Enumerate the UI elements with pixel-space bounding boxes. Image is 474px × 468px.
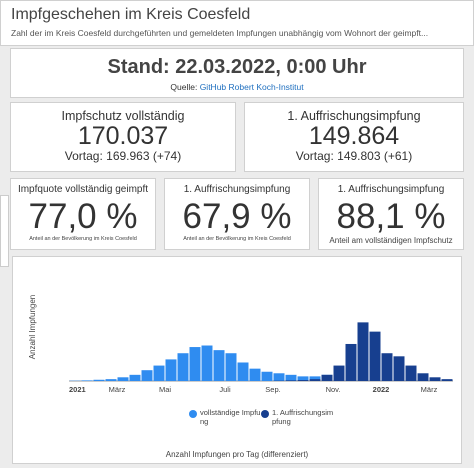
chart-box: Anzahl Impfungen 2021 März Mai Juli Sep. Nov. 2… <box>12 256 462 464</box>
bar <box>309 379 321 381</box>
bar <box>309 376 321 381</box>
source-link[interactable]: GitHub Robert Koch-Institut <box>199 82 304 92</box>
bar <box>393 356 405 381</box>
bar <box>333 365 345 381</box>
quota-label: Impfquote vollständig geimpft <box>17 184 149 195</box>
quota-value: 67,9 % <box>182 197 292 236</box>
stand-box: Stand: 22.03.2022, 0:00 Uhr Quelle: GitH… <box>10 48 464 98</box>
bar <box>381 353 393 381</box>
legend-item: 1. Auffrischungsimpfung <box>272 408 334 426</box>
subtitle: Zahl der im Kreis Coesfeld durchgeführte… <box>11 28 429 38</box>
quota-label: 1. Auffrischungsimpfung <box>337 184 445 195</box>
quota-note: Anteil an der Bevölkerung im Kreis Coesf… <box>183 236 291 242</box>
x-tick-label: Mai <box>159 385 171 394</box>
stand: Stand: 22.03.2022, 0:00 Uhr <box>107 56 367 78</box>
bar <box>441 379 453 381</box>
legend-marker <box>261 410 269 418</box>
bar <box>213 350 225 381</box>
x-tick-label: März <box>421 385 438 394</box>
x-tick-label: Juli <box>219 385 231 394</box>
quota-label: 1. Auffrischungsimpfung <box>183 184 291 195</box>
bar <box>117 377 129 381</box>
bar <box>273 373 285 381</box>
bar <box>321 374 333 381</box>
x-tick-label: Nov. <box>326 385 341 394</box>
bar <box>405 365 417 381</box>
card-prev: Vortag: 149.803 (+61) <box>295 149 413 163</box>
quota-card: 1. Auffrischungsimpfung 67,9 % Anteil an… <box>164 178 310 250</box>
card: Impfschutz vollständig 170.037 Vortag: 1… <box>10 102 236 172</box>
bar <box>105 379 117 381</box>
legend-item: vollständige Impfung <box>200 408 261 426</box>
x-tick-label: Sep. <box>265 385 280 394</box>
quota-card: 1. Auffrischungsimpfung 88,1 % Anteil am… <box>318 178 464 250</box>
x-tick-label: 2021 <box>69 385 86 394</box>
side-tab[interactable] <box>0 195 9 267</box>
bar <box>297 376 309 381</box>
bar <box>285 380 297 381</box>
bar <box>357 322 369 381</box>
quota-note: Anteil an der Bevölkerung im Kreis Coesf… <box>29 236 137 242</box>
bar <box>153 365 165 381</box>
bar <box>297 380 309 381</box>
card-value: 170.037 <box>77 122 169 150</box>
chart: Anzahl Impfungen 2021 März Mai Juli Sep. Nov. 2… <box>28 295 453 459</box>
bar <box>285 374 297 381</box>
legend-label[interactable]: vollständige Impfung <box>200 408 261 426</box>
bar <box>417 373 429 381</box>
source-label: Quelle: <box>170 82 198 92</box>
card-prev: Vortag: 169.963 (+74) <box>64 149 182 163</box>
bar <box>369 331 381 381</box>
legend-label[interactable]: 1. Auffrischungsimpfung <box>272 408 334 426</box>
bar <box>93 379 105 381</box>
card-value: 149.864 <box>308 122 400 150</box>
bar <box>201 345 213 381</box>
card-label: Impfschutz vollständig <box>61 109 185 123</box>
bar <box>189 347 201 381</box>
bar <box>129 374 141 381</box>
bar <box>345 343 357 381</box>
caption: Anzahl Impfungen pro Tag (differenziert) <box>166 450 309 459</box>
bar <box>81 380 93 381</box>
quota-card: Impfquote vollständig geimpft 77,0 % Ant… <box>10 178 156 250</box>
quota-note: Anteil am vollständigen Impfschutz <box>329 236 453 245</box>
quota-value: 77,0 % <box>28 197 138 236</box>
y-axis-label: Anzahl Impfungen <box>28 295 37 360</box>
bar <box>261 371 273 381</box>
quota-value: 88,1 % <box>336 197 446 236</box>
bar <box>429 377 441 381</box>
bar <box>225 353 237 381</box>
bar <box>237 362 249 381</box>
bar <box>249 368 261 381</box>
title: Impfgeschehen im Kreis Coesfeld <box>11 6 251 23</box>
x-tick-label: März <box>109 385 126 394</box>
bar <box>177 353 189 381</box>
card: 1. Auffrischungsimpfung 149.864 Vortag: … <box>244 102 464 172</box>
bar <box>165 359 177 381</box>
legend-marker <box>189 410 197 418</box>
bar <box>141 370 153 381</box>
x-tick-label: 2022 <box>373 385 390 394</box>
header: Impfgeschehen im Kreis Coesfeld Zahl der… <box>0 0 474 46</box>
card-label: 1. Auffrischungsimpfung <box>287 109 421 123</box>
